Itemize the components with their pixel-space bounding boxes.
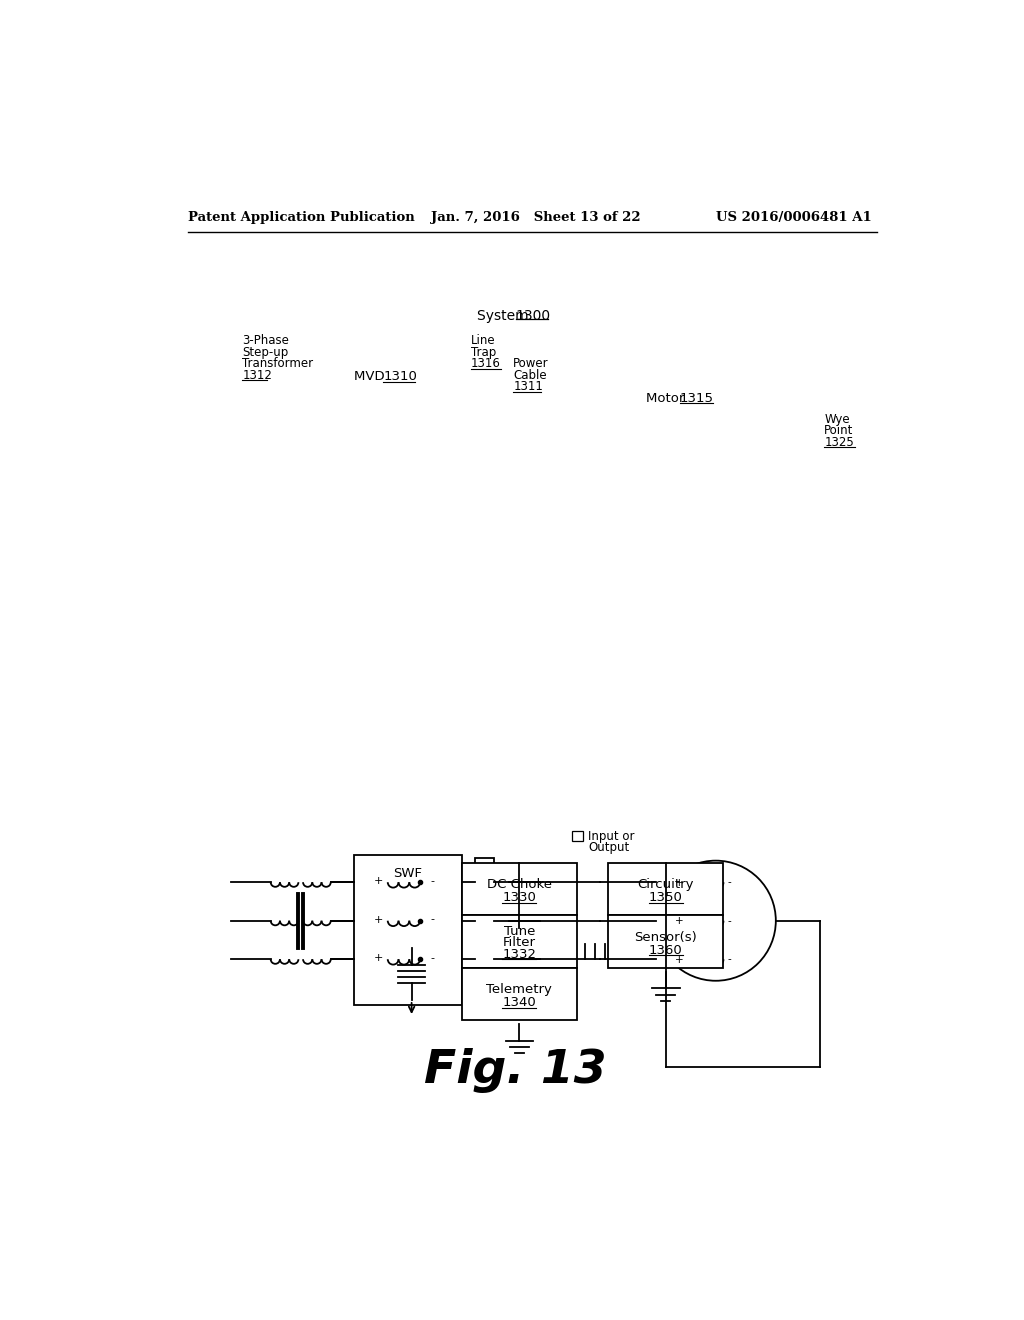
Text: Point: Point (824, 424, 854, 437)
Text: -: - (430, 915, 434, 924)
Text: Output: Output (588, 841, 629, 854)
Text: 1325: 1325 (824, 436, 854, 449)
Text: Input or: Input or (588, 830, 635, 843)
Text: 1332: 1332 (503, 948, 537, 961)
Text: Transformer: Transformer (243, 358, 313, 370)
Text: Motor: Motor (646, 392, 689, 405)
Bar (500, 956, 508, 964)
Text: SWF: SWF (393, 867, 422, 880)
Text: 1310: 1310 (383, 370, 417, 383)
Text: 1312: 1312 (243, 368, 272, 381)
Text: +: + (374, 915, 383, 924)
Text: +: + (675, 954, 683, 965)
Text: Cable: Cable (513, 368, 547, 381)
Text: +: + (675, 916, 683, 927)
Text: +: + (374, 953, 383, 964)
Bar (646, 878, 653, 886)
Bar (608, 863, 724, 915)
Text: -: - (430, 953, 434, 964)
Bar (608, 915, 724, 968)
Text: 3-Phase: 3-Phase (243, 334, 289, 347)
Text: 1340: 1340 (503, 997, 537, 1010)
Text: +: + (675, 878, 683, 887)
Bar (476, 917, 484, 924)
Bar (500, 917, 508, 924)
Text: US 2016/0006481 A1: US 2016/0006481 A1 (716, 211, 871, 224)
Text: Filter: Filter (503, 936, 536, 949)
Bar (462, 915, 578, 968)
Circle shape (655, 861, 776, 981)
Text: 1315: 1315 (680, 392, 714, 405)
Text: Jan. 7, 2016   Sheet 13 of 22: Jan. 7, 2016 Sheet 13 of 22 (431, 211, 640, 224)
Text: Wye: Wye (824, 412, 850, 425)
Bar (462, 863, 578, 915)
Bar (462, 968, 578, 1020)
Text: 1316: 1316 (471, 358, 501, 370)
Text: Trap: Trap (471, 346, 497, 359)
Text: Line: Line (471, 334, 496, 347)
Text: -: - (430, 876, 434, 886)
Text: Power: Power (513, 358, 549, 370)
Bar (354, 855, 462, 1006)
Text: -: - (728, 878, 731, 887)
Bar (646, 956, 653, 964)
Text: -: - (728, 916, 731, 927)
Text: Fig. 13: Fig. 13 (424, 1048, 607, 1093)
Text: DC Choke: DC Choke (486, 878, 552, 891)
Text: Sensor(s): Sensor(s) (634, 931, 697, 944)
Text: Telemetry: Telemetry (486, 983, 552, 997)
Text: +: + (374, 876, 383, 886)
Text: Step-up: Step-up (243, 346, 289, 359)
Text: 1360: 1360 (649, 944, 683, 957)
Bar (476, 878, 484, 886)
Text: 1330: 1330 (503, 891, 537, 904)
Text: -: - (728, 954, 731, 965)
Bar (475, 858, 494, 1002)
Text: 1350: 1350 (649, 891, 683, 904)
Text: 1311: 1311 (513, 380, 543, 393)
Text: MVD: MVD (354, 370, 389, 383)
Bar (476, 956, 484, 964)
Bar (571, 830, 583, 841)
Bar (646, 917, 653, 924)
Text: 1300: 1300 (515, 309, 551, 322)
Text: Tune: Tune (504, 924, 536, 937)
Text: Patent Application Publication: Patent Application Publication (188, 211, 415, 224)
Text: Circuitry: Circuitry (638, 878, 694, 891)
Bar (500, 878, 508, 886)
Text: System: System (477, 309, 534, 322)
